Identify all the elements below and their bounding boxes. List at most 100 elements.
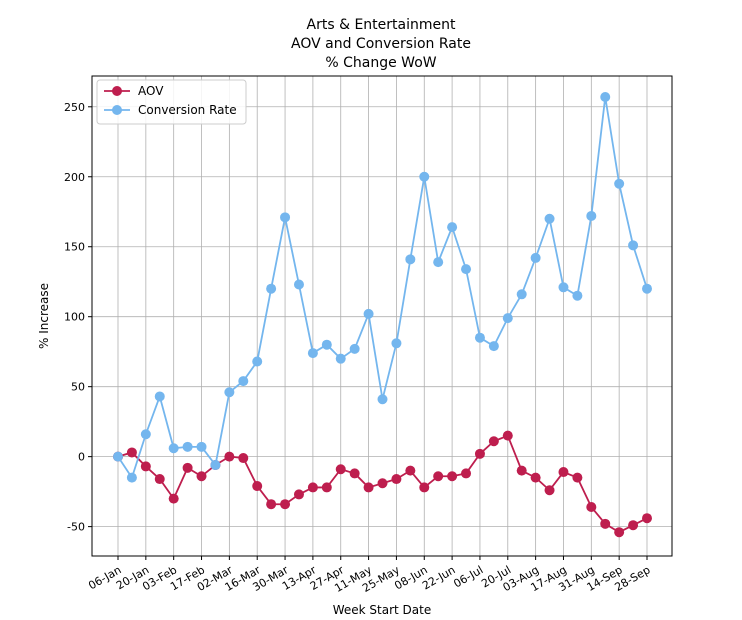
data-point-conversion-rate [154, 391, 165, 402]
legend-conversion-rate-label: Conversion Rate [138, 103, 237, 117]
data-point-conversion-rate [113, 451, 123, 462]
data-point-conversion-rate [628, 240, 639, 251]
data-point-aov [293, 489, 304, 500]
data-point-aov [461, 468, 472, 479]
data-point-aov [544, 485, 555, 496]
data-point-conversion-rate [168, 443, 179, 454]
data-point-aov [614, 527, 625, 538]
y-axis: -50 0 50 100 150 200 250 [64, 101, 92, 534]
legend-aov-marker [112, 86, 122, 96]
data-point-conversion-rate [419, 171, 430, 182]
chart-title-line-2: AOV and Conversion Rate [291, 36, 471, 52]
data-point-conversion-rate [502, 313, 513, 324]
y-tick-label: 200 [64, 171, 85, 184]
data-point-aov [586, 502, 597, 513]
data-point-aov [196, 471, 207, 482]
x-axis: 06-Jan20-Jan03-Feb17-Feb02-Mar16-Mar30-M… [86, 556, 653, 595]
data-point-conversion-rate [252, 356, 263, 367]
data-point-aov [628, 520, 639, 531]
plot-frame [91, 75, 673, 557]
data-point-conversion-rate [182, 441, 193, 452]
data-point-aov [140, 461, 151, 472]
data-point-aov [377, 478, 388, 489]
data-point-aov [224, 451, 235, 462]
data-point-aov [307, 482, 318, 493]
y-tick-label: 150 [64, 241, 85, 254]
data-point-conversion-rate [474, 332, 485, 343]
data-point-conversion-rate [586, 210, 597, 221]
data-point-aov [182, 462, 193, 473]
data-point-conversion-rate [266, 283, 277, 294]
data-point-conversion-rate [349, 343, 360, 354]
data-point-aov [600, 518, 611, 529]
data-point-aov [516, 465, 527, 476]
data-point-conversion-rate [544, 213, 555, 224]
data-point-aov [391, 474, 402, 485]
chart-title-line-3: % Change WoW [325, 55, 436, 71]
data-point-conversion-rate [363, 308, 374, 319]
data-point-conversion-rate [293, 279, 304, 290]
data-point-conversion-rate [642, 283, 652, 294]
data-point-conversion-rate [238, 376, 249, 387]
data-point-aov [280, 499, 291, 510]
x-axis-label: Week Start Date [333, 603, 432, 617]
data-point-aov [363, 482, 374, 493]
data-point-conversion-rate [614, 178, 625, 189]
data-point-conversion-rate [488, 341, 499, 352]
data-point-conversion-rate [335, 353, 346, 364]
data-point-aov [447, 471, 458, 482]
data-point-conversion-rate [600, 91, 611, 102]
series-conversion-rate [113, 91, 652, 483]
data-point-aov [321, 482, 332, 493]
chart-title: Arts & Entertainment AOV and Conversion … [291, 17, 471, 71]
data-point-conversion-rate [516, 289, 527, 300]
x-tick-label: 06-Jul [451, 563, 485, 590]
data-point-conversion-rate [224, 387, 235, 398]
data-point-aov [642, 513, 652, 524]
data-point-conversion-rate [530, 252, 541, 263]
data-point-aov [502, 430, 513, 441]
series-layer [113, 91, 652, 538]
data-point-aov [252, 481, 263, 492]
data-point-conversion-rate [433, 257, 444, 268]
y-tick-label: 0 [78, 451, 85, 464]
legend-box [96, 79, 247, 125]
data-point-aov [154, 474, 165, 485]
data-point-conversion-rate [280, 212, 291, 223]
y-tick-label: 100 [64, 311, 85, 324]
data-point-aov [474, 448, 485, 459]
series-aov [113, 430, 652, 538]
data-point-conversion-rate [126, 472, 137, 483]
data-point-conversion-rate [405, 254, 416, 265]
data-point-aov [335, 464, 346, 475]
legend-conversion-rate-marker [112, 105, 122, 115]
data-point-aov [572, 472, 583, 483]
data-point-aov [530, 472, 541, 483]
data-point-conversion-rate [391, 338, 402, 349]
data-point-conversion-rate [321, 339, 332, 350]
data-point-aov [419, 482, 430, 493]
chart-title-line-1: Arts & Entertainment [307, 17, 456, 33]
data-point-conversion-rate [196, 441, 207, 452]
data-point-aov [488, 436, 499, 447]
data-point-conversion-rate [210, 460, 221, 471]
data-point-aov [126, 447, 137, 458]
data-point-aov [405, 465, 416, 476]
data-point-aov [433, 471, 444, 482]
legend: AOV Conversion Rate [96, 79, 247, 125]
data-point-conversion-rate [461, 264, 472, 275]
y-tick-label: 50 [71, 381, 85, 394]
data-point-conversion-rate [307, 348, 318, 359]
data-point-aov [558, 467, 569, 478]
data-point-conversion-rate [377, 394, 388, 405]
data-point-aov [266, 499, 277, 510]
y-tick-label: 250 [64, 101, 85, 114]
data-point-aov [168, 493, 179, 504]
data-point-aov [238, 453, 249, 464]
legend-aov-label: AOV [138, 84, 164, 98]
data-point-conversion-rate [558, 282, 569, 293]
y-axis-label: % Increase [37, 283, 51, 349]
data-point-conversion-rate [140, 429, 151, 440]
y-tick-label: -50 [67, 521, 85, 534]
